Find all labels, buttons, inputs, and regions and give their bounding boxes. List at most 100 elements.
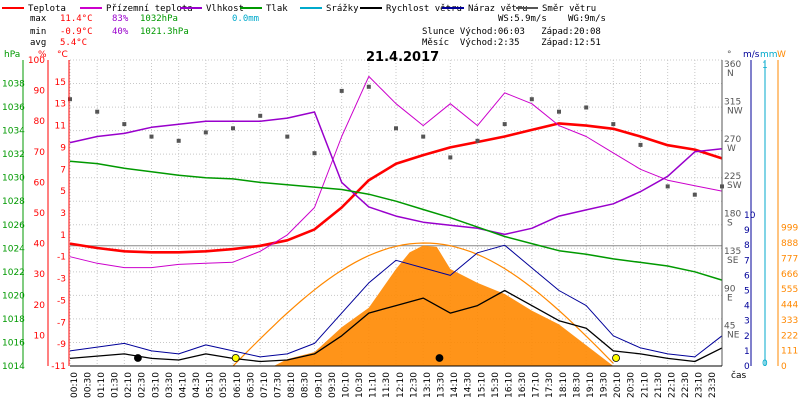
tick-ms: 3	[744, 317, 750, 327]
tick-celsius: 11	[55, 122, 66, 132]
tick-hpa: 1018	[2, 315, 25, 325]
series-prizemni-teplota	[69, 75, 723, 269]
tick-direction-name: N	[727, 69, 734, 79]
legend-label-0: Teplota	[28, 4, 66, 14]
tick-time: 01:30	[111, 372, 121, 398]
tick-pct: 20	[34, 301, 46, 311]
tick-pct: 60	[34, 178, 46, 188]
tick-time: 23:30	[708, 372, 718, 398]
tick-pct: 30	[34, 270, 46, 280]
series-lines	[68, 75, 724, 363]
legend-label-4: Srážky	[326, 4, 359, 14]
wind-dir-point	[258, 113, 263, 118]
tick-time: 23:10	[695, 372, 705, 398]
unit-pct: %	[38, 50, 47, 60]
unit-celsius: °C	[57, 50, 68, 60]
tick-ms: 1	[744, 347, 750, 357]
tick-hpa: 1024	[2, 244, 25, 254]
legend-label-2: Vlhkost	[206, 4, 244, 14]
tick-direction-name: NW	[727, 106, 743, 116]
tick-pct: 50	[34, 209, 46, 219]
tick-ms: 9	[744, 226, 750, 236]
tick-hpa: 1030	[2, 174, 25, 184]
tick-mm: 0	[762, 359, 768, 369]
legend-label-6: Náraz větru	[468, 4, 528, 14]
series-vlhkost	[69, 111, 723, 236]
tick-time: 03:30	[165, 372, 175, 398]
wind-dir-point	[203, 130, 208, 135]
tick-direction-name: E	[727, 293, 733, 303]
tick-time: 12:30	[409, 372, 419, 398]
series-tlak	[69, 160, 723, 281]
tick-celsius: -7	[57, 318, 66, 328]
tick-direction: 360	[724, 60, 741, 70]
sun-moon-marker-1	[231, 354, 240, 362]
tick-hpa: 1026	[2, 221, 25, 231]
tick-celsius: -3	[57, 275, 66, 285]
stats-max-label: max	[30, 14, 47, 24]
series-naraz-vetru	[69, 244, 723, 358]
tick-hpa: 1022	[2, 268, 25, 278]
tick-time: 20:10	[613, 372, 623, 398]
tick-celsius: -1	[57, 253, 66, 263]
wind-dir-point	[95, 109, 100, 114]
tick-w: 666	[781, 270, 798, 280]
legend-label-1: Přízemní teplota	[106, 4, 193, 14]
tick-celsius: 13	[55, 100, 66, 110]
tick-w: 777	[781, 254, 798, 264]
tick-time: 12:10	[396, 372, 406, 398]
tick-time: 22:30	[681, 372, 691, 398]
tick-time: 04:30	[192, 372, 202, 398]
tick-time: 14:30	[464, 372, 474, 398]
tick-time: 00:10	[70, 372, 80, 398]
wind-dir-point	[176, 138, 181, 143]
series-rychlost-vetru	[69, 289, 723, 363]
tick-direction: 45	[724, 322, 735, 332]
tick-time: 10:30	[355, 372, 365, 398]
tick-time: 10:10	[341, 372, 351, 398]
tick-ms: 7	[744, 256, 750, 266]
sun-moon-marker-3	[612, 354, 620, 362]
tick-direction-name: SW	[727, 181, 742, 191]
info-moon: Měsíc Východ:2:35 Západ:12:51	[422, 38, 601, 48]
tick-time: 21:10	[640, 372, 650, 398]
unit-mm: mm	[760, 50, 778, 60]
tick-mm: 1	[762, 61, 768, 71]
tick-time: 21:30	[654, 372, 664, 398]
tick-w: 888	[781, 239, 798, 249]
wind-dir-point	[339, 88, 344, 93]
axes	[22, 60, 779, 367]
info-sun: Slunce Východ:06:03 Západ:20:08	[422, 27, 601, 37]
tick-celsius: 5	[60, 187, 66, 197]
info-gust: WG:9m/s	[568, 14, 606, 24]
wind-dir-point	[448, 155, 453, 160]
tick-time: 09:10	[314, 372, 324, 398]
tick-ms: 10	[744, 211, 756, 221]
tick-time: 11:10	[369, 372, 379, 398]
tick-w: 0	[781, 362, 787, 372]
tick-celsius: -5	[57, 296, 66, 306]
chart-title: 21.4.2017	[366, 50, 440, 65]
tick-time: 11:30	[382, 372, 392, 398]
tick-time: 17:30	[545, 372, 555, 398]
stats-max-temp: 11.4°C	[60, 14, 93, 24]
stats-min-press: 1021.3hPa	[140, 27, 189, 37]
wind-dir-point	[665, 184, 670, 189]
tick-celsius: 1	[60, 231, 66, 241]
unit-deg: °	[727, 50, 732, 60]
series-teplota	[69, 122, 723, 254]
info-wind: WS:5.9m/s	[498, 14, 547, 24]
tick-time: 06:10	[233, 372, 243, 398]
legend-label-5: Rychlost větru	[386, 4, 462, 14]
tick-celsius: -11	[51, 362, 66, 372]
time-axis-label: čas	[731, 370, 746, 381]
tick-pct: 90	[34, 87, 46, 97]
tick-time: 17:10	[532, 372, 542, 398]
tick-time: 09:30	[328, 372, 338, 398]
tick-time: 02:30	[138, 372, 148, 398]
wind-dir-point	[692, 192, 697, 197]
tick-ms: 6	[744, 271, 750, 281]
tick-hpa: 1014	[2, 362, 25, 372]
tick-pct: 40	[34, 240, 46, 250]
wind-dir-point	[557, 109, 561, 114]
